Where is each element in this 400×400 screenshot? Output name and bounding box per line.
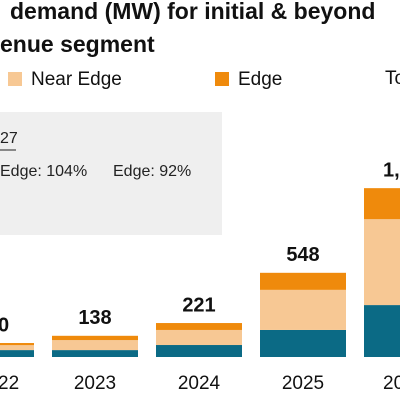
bar-segment [0,350,34,357]
annotation-box [0,112,222,235]
bar-segment [52,340,138,351]
bar-segment [260,272,346,290]
bar-segment [0,343,34,346]
x-tick-label: 2025 [282,373,324,394]
annotation-item: Edge: 104% [0,163,87,180]
chart-title: enue segment [0,31,155,57]
legend-swatch [8,72,22,86]
bar-segment [52,335,138,341]
x-tick-label: 2023 [74,373,116,394]
bar-segment [364,305,400,357]
bar-segment [0,345,34,351]
bar-segment [156,323,242,330]
bar-segment [52,350,138,357]
total-label: 138 [78,307,111,329]
annotation-heading: 27 [0,130,18,147]
legend-label: To [385,68,400,89]
x-tick-label: 22 [0,373,19,394]
bar-segment [364,219,400,306]
total-label: 221 [182,294,215,316]
x-tick-label: 2024 [178,373,221,394]
total-label: 1,0 [383,159,400,181]
legend-swatch [215,72,229,86]
total-label: 0 [0,314,9,336]
chart-title: demand (MW) for initial & beyond [10,0,375,24]
bar-segment [260,289,346,330]
annotation-item: Edge: 92% [113,163,191,180]
bar-segment [156,345,242,357]
legend-label: Edge [238,69,282,90]
bar-segment [364,188,400,220]
bar-segment [156,329,242,346]
x-tick-label: 20 [383,373,400,394]
bar-segment [260,329,346,357]
legend-label: Near Edge [31,69,122,90]
total-label: 548 [286,244,319,266]
